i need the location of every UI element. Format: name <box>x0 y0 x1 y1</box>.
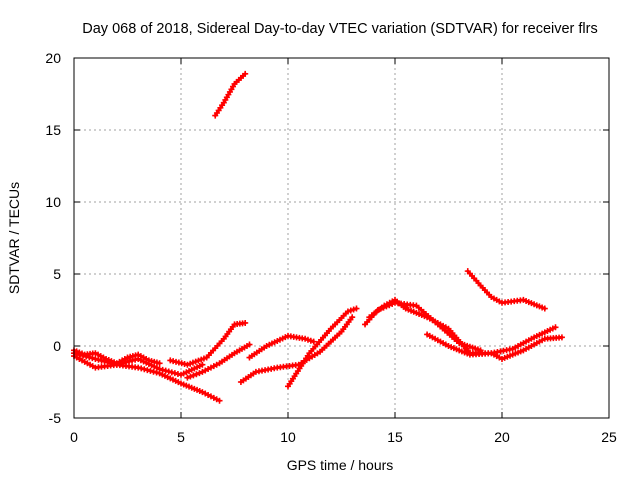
data-point <box>344 308 351 315</box>
plot-frame <box>73 57 610 419</box>
data-point <box>187 373 194 380</box>
data-point <box>162 367 169 374</box>
series-arc-13 <box>464 268 548 312</box>
data-point <box>349 314 356 321</box>
data-point <box>165 368 172 375</box>
data-point <box>122 359 129 366</box>
data-point <box>171 370 178 377</box>
data-point <box>138 365 145 372</box>
data-point <box>168 369 175 376</box>
data-point <box>141 366 148 373</box>
data-point <box>174 370 181 377</box>
data-point <box>156 360 163 367</box>
x-tick-label: 25 <box>601 429 617 445</box>
data-point <box>304 336 311 343</box>
y-tick-label: 0 <box>53 338 61 354</box>
series-arc-4 <box>167 319 249 368</box>
y-tick-label: -5 <box>49 410 62 426</box>
y-tick-label: 5 <box>53 266 61 282</box>
series-arc-7 <box>246 332 317 361</box>
x-tick-label: 15 <box>387 429 403 445</box>
y-axis-label: SDTVAR / TECUs <box>6 182 22 294</box>
series-arc-5 <box>184 341 253 381</box>
data-point <box>95 356 102 363</box>
data-point <box>135 364 142 371</box>
data-point <box>129 357 136 364</box>
data-point <box>132 356 139 363</box>
series-arc-9 <box>285 305 360 390</box>
data-point <box>310 338 317 345</box>
y-tick-label: 15 <box>45 122 61 138</box>
data-point <box>147 367 154 374</box>
x-axis-label: GPS time / hours <box>287 457 394 473</box>
axis-ticks: 0 5 10 15 20 25 -5 0 5 10 15 20 <box>45 50 617 445</box>
data-point <box>242 70 249 77</box>
y-tick-label: 20 <box>45 50 61 66</box>
x-tick-label: 0 <box>70 429 78 445</box>
data-point <box>353 305 360 312</box>
chart-title: Day 068 of 2018, Sidereal Day-to-day VTE… <box>82 21 597 37</box>
data-point <box>150 368 157 375</box>
y-tick-label: 10 <box>45 194 61 210</box>
series-arc-8 <box>237 314 356 385</box>
data-point <box>242 319 249 326</box>
data-point <box>184 374 191 381</box>
data-point <box>216 397 223 404</box>
data-point <box>307 337 314 344</box>
x-tick-label: 10 <box>280 429 296 445</box>
data-point <box>552 324 559 331</box>
data-point <box>302 335 309 342</box>
series-arc-6 <box>212 70 249 119</box>
data-point <box>190 372 197 379</box>
data-point <box>116 360 123 367</box>
data-point <box>199 361 206 368</box>
data-point <box>113 361 120 368</box>
data-point <box>156 366 163 373</box>
data-point <box>193 371 200 378</box>
data-point <box>347 307 354 314</box>
data-point <box>246 341 253 348</box>
data-point <box>126 358 133 365</box>
data-point <box>541 305 548 312</box>
x-tick-label: 5 <box>177 429 185 445</box>
data-point <box>144 367 151 374</box>
data-point <box>92 355 99 362</box>
data-point <box>119 360 126 367</box>
data-point <box>159 366 166 373</box>
x-tick-label: 20 <box>494 429 510 445</box>
data-point <box>196 370 203 377</box>
data-point <box>350 306 357 313</box>
series-arc-12 <box>424 324 559 358</box>
data-point <box>558 334 565 341</box>
